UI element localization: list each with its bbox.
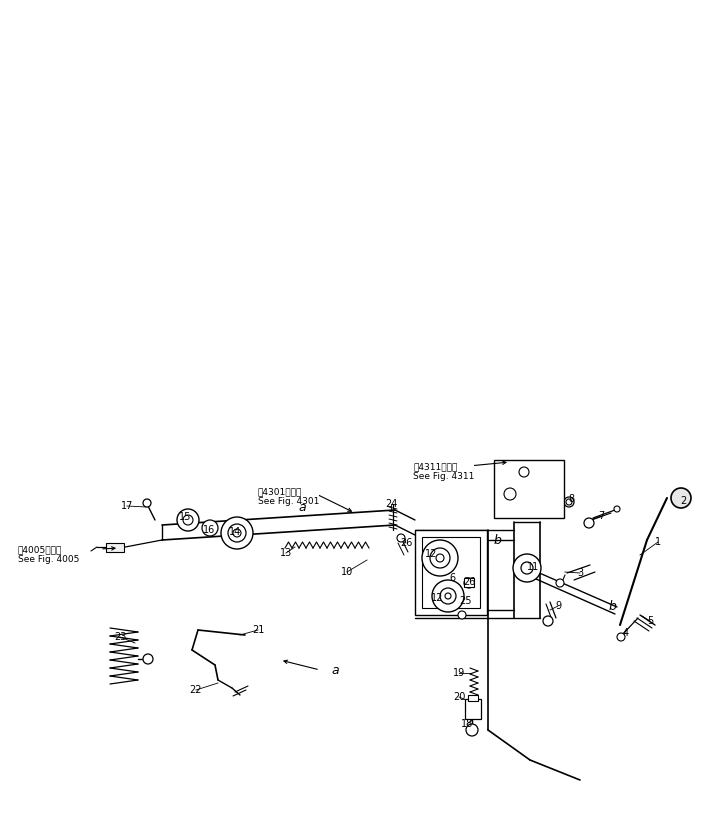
- Circle shape: [445, 593, 451, 599]
- Text: 11: 11: [527, 562, 539, 572]
- Text: 15: 15: [179, 512, 191, 522]
- Text: 25: 25: [460, 596, 472, 606]
- Text: 3: 3: [577, 568, 583, 578]
- Text: a: a: [331, 663, 339, 677]
- Circle shape: [617, 633, 625, 641]
- Circle shape: [422, 540, 458, 576]
- Circle shape: [397, 534, 405, 542]
- Bar: [494, 460, 564, 518]
- Circle shape: [436, 554, 444, 562]
- Circle shape: [177, 509, 199, 531]
- Text: 10: 10: [341, 567, 353, 577]
- Bar: [106, 543, 124, 552]
- Circle shape: [228, 524, 246, 542]
- Text: 21: 21: [252, 625, 264, 635]
- Text: a: a: [298, 501, 306, 514]
- Text: 18: 18: [461, 719, 473, 729]
- Circle shape: [519, 467, 529, 477]
- Text: 23: 23: [114, 632, 126, 642]
- Text: 26: 26: [463, 577, 475, 587]
- Text: 26: 26: [400, 538, 412, 548]
- Circle shape: [614, 506, 620, 512]
- Text: 16: 16: [203, 525, 215, 535]
- Text: 12: 12: [425, 549, 437, 559]
- Text: 笥4301図参照
See Fig. 4301: 笥4301図参照 See Fig. 4301: [258, 487, 319, 506]
- Text: 9: 9: [555, 601, 561, 611]
- Text: 5: 5: [647, 616, 653, 626]
- Circle shape: [543, 616, 553, 626]
- Circle shape: [202, 520, 218, 536]
- Circle shape: [432, 580, 464, 612]
- Text: 12: 12: [431, 593, 443, 603]
- Text: 7: 7: [598, 511, 604, 521]
- Circle shape: [521, 562, 533, 574]
- Bar: [465, 699, 481, 719]
- Circle shape: [221, 517, 253, 549]
- Circle shape: [233, 529, 241, 537]
- Text: 13: 13: [280, 548, 292, 558]
- Text: 14: 14: [229, 527, 241, 537]
- Text: 笥4005図参限
See Fig. 4005: 笥4005図参限 See Fig. 4005: [18, 545, 79, 565]
- Text: 19: 19: [453, 668, 465, 678]
- Text: 4: 4: [623, 628, 629, 638]
- Circle shape: [143, 654, 153, 664]
- Text: b: b: [493, 533, 501, 547]
- Circle shape: [143, 499, 151, 507]
- Text: 2: 2: [680, 496, 686, 506]
- Circle shape: [440, 588, 456, 604]
- Bar: [464, 578, 474, 587]
- Circle shape: [464, 578, 474, 588]
- Circle shape: [430, 548, 450, 568]
- Circle shape: [466, 724, 478, 736]
- Circle shape: [566, 499, 572, 505]
- Circle shape: [513, 554, 541, 582]
- Text: 8: 8: [568, 494, 574, 504]
- Circle shape: [584, 518, 594, 528]
- Bar: [422, 537, 480, 608]
- Bar: [415, 530, 487, 615]
- Circle shape: [671, 488, 691, 508]
- Text: 1: 1: [655, 537, 661, 547]
- Circle shape: [564, 497, 574, 507]
- Circle shape: [183, 515, 193, 525]
- Circle shape: [504, 488, 516, 500]
- Text: b: b: [608, 599, 616, 612]
- Text: 笥4311図参照
See Fig. 4311: 笥4311図参照 See Fig. 4311: [413, 462, 474, 482]
- Text: 17: 17: [121, 501, 133, 511]
- Circle shape: [556, 579, 564, 587]
- Circle shape: [458, 611, 466, 619]
- Bar: [468, 695, 478, 701]
- Text: 6: 6: [449, 573, 455, 583]
- Text: 24: 24: [385, 499, 397, 509]
- Text: 22: 22: [190, 685, 202, 695]
- Text: 20: 20: [453, 692, 465, 702]
